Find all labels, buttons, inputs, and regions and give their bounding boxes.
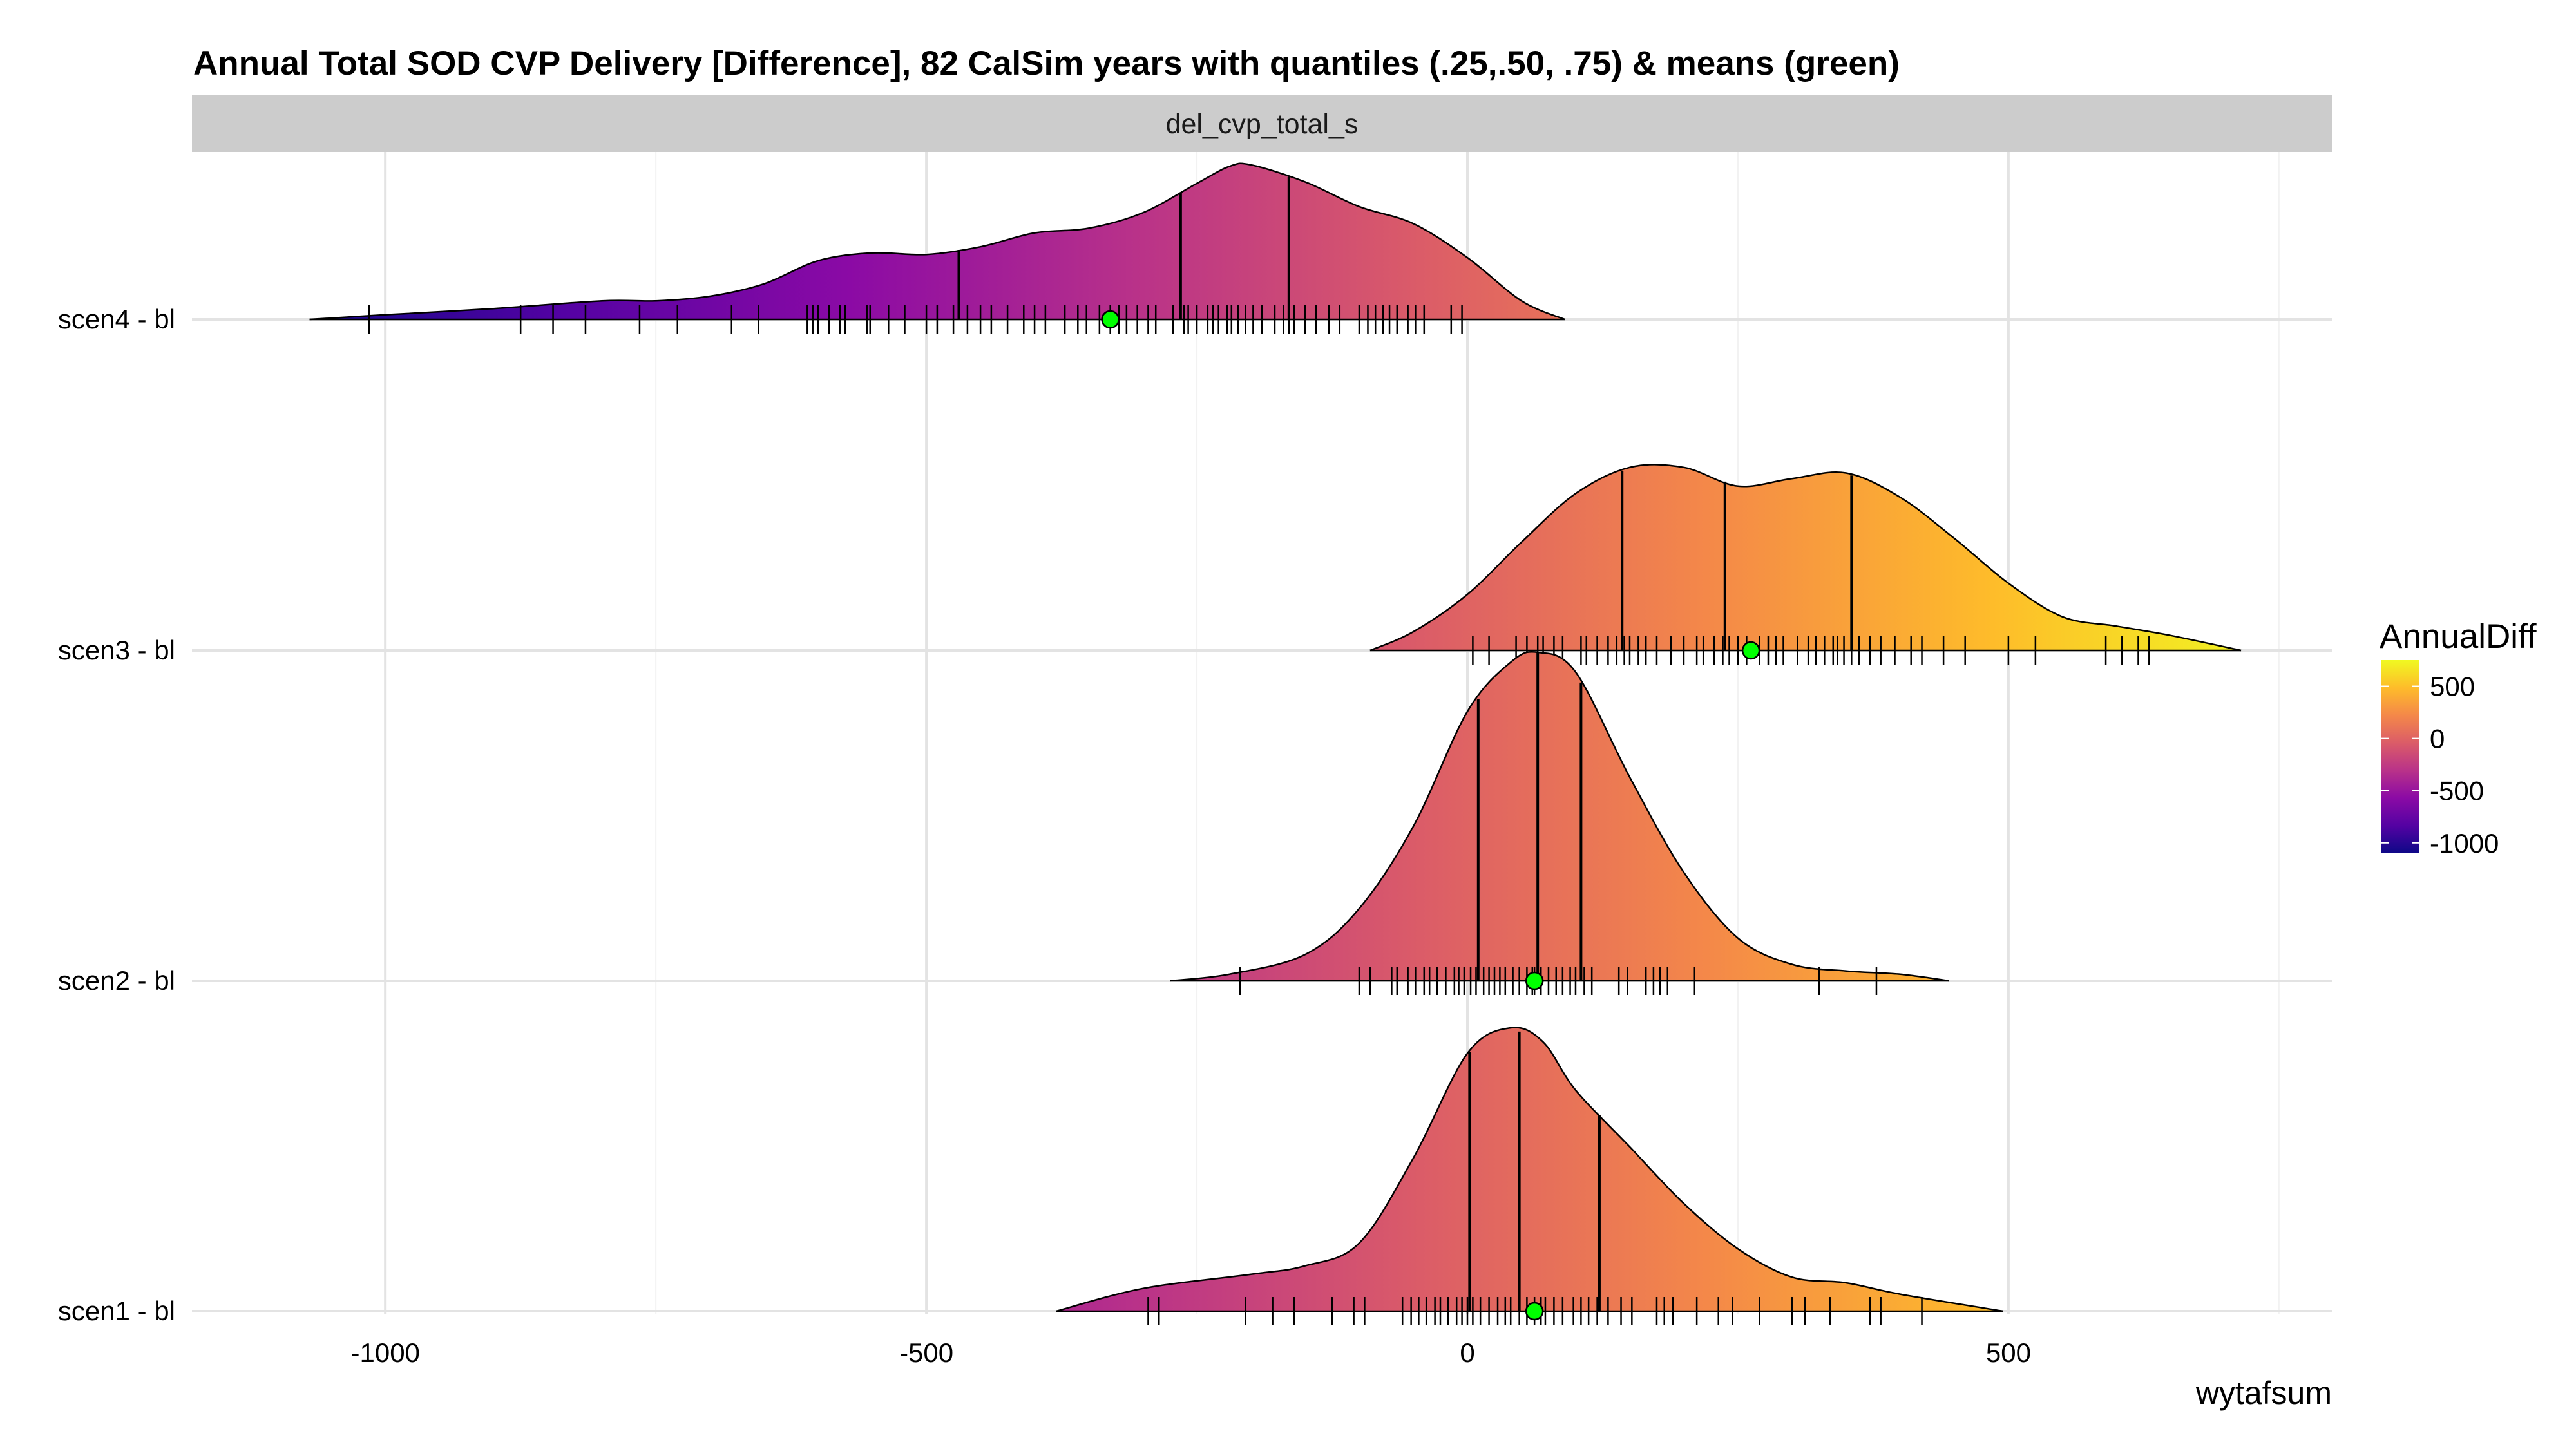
x-axis-label: wytafsum [2195, 1375, 2332, 1411]
ridge-outline [1169, 650, 1949, 982]
y-axis-label: scen4 - bl [58, 304, 175, 334]
mean-marker [1525, 971, 1544, 990]
y-axis-labels: scen4 - bl scen3 - bl scen2 - bl scen1 - bl [58, 304, 175, 1326]
x-axis-ticks: -1000 -500 0 500 [350, 1338, 2030, 1368]
legend-title: AnnualDiff [2380, 618, 2537, 656]
ridge-area [309, 163, 1565, 319]
y-axis-label: scen3 - bl [58, 635, 175, 665]
legend-colorbar [2381, 660, 2419, 853]
ridge-outline [1056, 1027, 2003, 1312]
ridge-area [1170, 652, 1949, 981]
y-axis-label: scen2 - bl [58, 965, 175, 996]
ridge-area [1056, 1027, 2003, 1311]
facet-strip [192, 95, 2332, 152]
y-axis-label: scen1 - bl [58, 1296, 175, 1326]
x-tick-label: -500 [899, 1338, 953, 1368]
x-tick-label: -1000 [350, 1338, 419, 1368]
ridge-outline [1369, 464, 2242, 652]
ridge-4 [1056, 1027, 2003, 1325]
x-tick-label: 500 [1986, 1338, 2031, 1368]
facet-strip-label: del_cvp_total_s [1166, 109, 1359, 140]
ridge-outline [309, 162, 1565, 321]
color-legend: AnnualDiff 500 0 -500 -1000 [2380, 618, 2537, 858]
ridge-area [1369, 464, 2242, 650]
mean-marker [1525, 1302, 1544, 1321]
ridge-3 [1169, 650, 1949, 995]
legend-tick-label: 500 [2430, 672, 2475, 702]
legend-tick-label: -1000 [2430, 828, 2499, 858]
ridge-1 [309, 162, 1565, 334]
mean-marker [1741, 641, 1760, 660]
legend-tick-label: 0 [2430, 724, 2445, 754]
x-tick-label: 0 [1460, 1338, 1474, 1368]
legend-ticks: 500 0 -500 -1000 [2381, 672, 2499, 858]
chart-title: Annual Total SOD CVP Delivery [Differenc… [193, 44, 1900, 82]
ridge-2 [1369, 464, 2242, 665]
ridges [309, 162, 2242, 1325]
legend-tick-label: -500 [2430, 776, 2484, 806]
mean-marker [1101, 310, 1120, 329]
